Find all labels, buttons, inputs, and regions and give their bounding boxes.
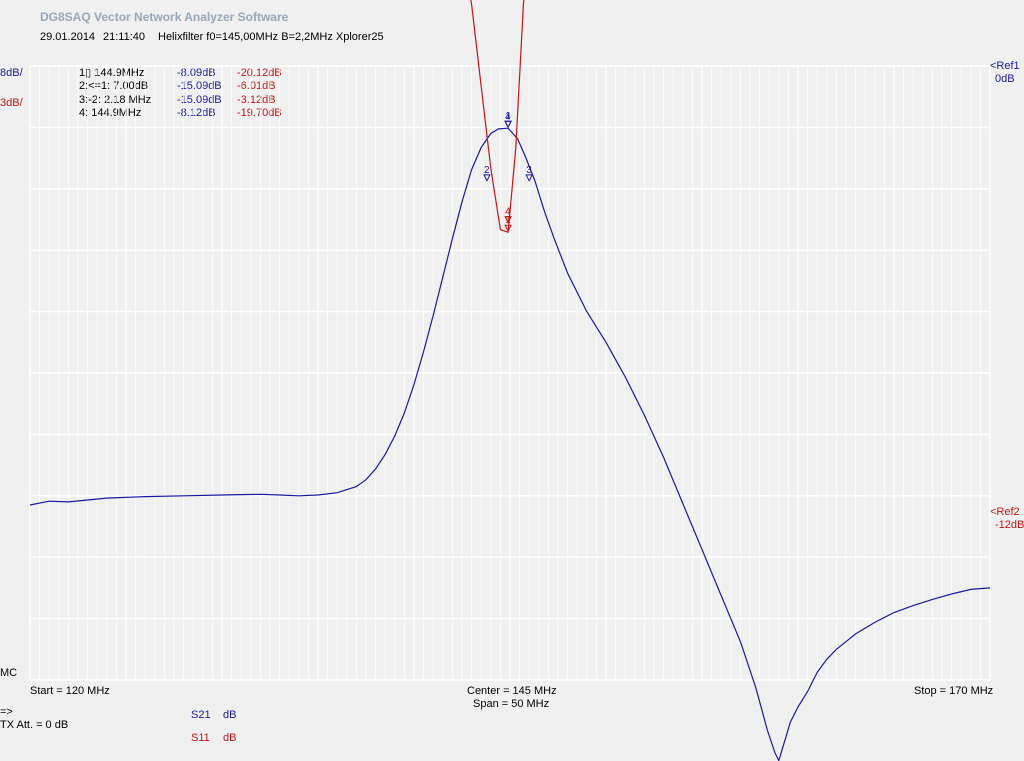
- marker-triangle: [525, 174, 534, 182]
- marker-number: 3: [526, 165, 532, 176]
- s11-scale-label[interactable]: 3dB/: [0, 97, 23, 109]
- marker-number: 2: [484, 165, 490, 176]
- marker-s11-value: -3.12dB: [237, 93, 276, 106]
- trace1-name[interactable]: S21: [191, 709, 211, 721]
- marker-s11-value: -6.01dB: [237, 80, 276, 93]
- marker-number: 4: [505, 111, 511, 122]
- trace1-unit: dB: [223, 709, 237, 721]
- app-title: DG8SAQ Vector Network Analyzer Software: [40, 10, 289, 24]
- header-date: 29.01.2014: [40, 31, 96, 43]
- marker-s11-value: -19.70dB: [237, 106, 282, 119]
- start-freq-label[interactable]: Start = 120 MHz: [30, 685, 110, 697]
- mode-label: MC: [0, 667, 18, 679]
- tx-attenuation[interactable]: TX Att. = 0 dB: [0, 719, 69, 731]
- trace-s21: [29, 127, 991, 761]
- stop-freq-label[interactable]: Stop = 170 MHz: [914, 685, 994, 697]
- trace2-name[interactable]: S11: [191, 732, 210, 744]
- marker-number: 1: [505, 215, 511, 226]
- header-note: Helixfilter f0=145,00MHz B=2,2MHz Xplore…: [158, 31, 384, 43]
- marker-s11-value: -20.12dB: [237, 67, 282, 79]
- trace-s11: [470, 0, 525, 234]
- ref2-label[interactable]: <Ref2: [990, 506, 1020, 518]
- marker-layer: 11223344: [483, 111, 534, 233]
- marker-label: 1▯ 144.9MHz: [79, 67, 145, 79]
- ref2-value: -12dB: [995, 519, 1024, 531]
- command-arrow: =>: [0, 706, 13, 718]
- marker-triangle: [483, 174, 491, 182]
- plot-grid: [29, 65, 991, 681]
- ref1-label[interactable]: <Ref1: [990, 60, 1020, 72]
- ref1-value: 0dB: [995, 73, 1015, 85]
- span-label[interactable]: Span = 50 MHz: [473, 698, 550, 710]
- marker-s21-value: -15.09dB: [177, 80, 222, 93]
- marker-triangle: [504, 224, 512, 233]
- marker-number: 4: [505, 207, 511, 218]
- trace2-unit: dB: [223, 732, 237, 744]
- marker-label: 2:<=1: 7.00dB: [79, 80, 149, 93]
- marker-s21-value: -8.09dB: [177, 67, 216, 79]
- center-freq-label[interactable]: Center = 145 MHz: [467, 685, 557, 697]
- s21-scale-label[interactable]: 8dB/: [0, 67, 23, 79]
- marker-s21-value: -8.12dB: [177, 106, 216, 119]
- marker-number: 1: [505, 111, 511, 122]
- marker-triangle: [504, 216, 512, 224]
- header-time: 21:11:40: [103, 31, 146, 43]
- marker-s21-value: -15.09dB: [177, 93, 222, 106]
- trace-layer: [29, 0, 991, 761]
- marker-triangle: [504, 120, 512, 129]
